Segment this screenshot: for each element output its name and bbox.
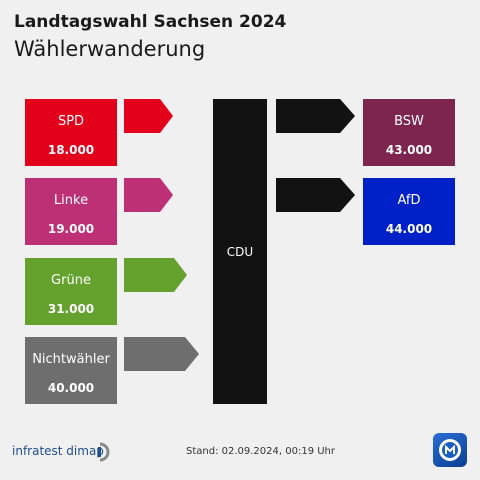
flow-arrow-afd	[276, 178, 355, 212]
source-value: 18.000	[47, 143, 95, 157]
target-value: 43.000	[385, 143, 433, 157]
center-party-bar: CDU	[213, 99, 267, 404]
source-box-linke: Linke 19.000	[25, 178, 117, 245]
flow-arrow-bsw	[276, 99, 355, 133]
flow-arrow-gruene	[124, 258, 187, 292]
source-value: 31.000	[47, 302, 95, 316]
source-value: 40.000	[47, 381, 95, 395]
page-title: Landtagswahl Sachsen 2024	[14, 12, 287, 32]
source-label: Linke	[53, 193, 89, 208]
brand-text: infratest dimap	[12, 444, 104, 458]
target-box-bsw: BSW 43.000	[363, 99, 455, 166]
page-subtitle: Wählerwanderung	[14, 37, 206, 61]
source-box-spd: SPD 18.000	[25, 99, 117, 166]
target-label: AfD	[397, 193, 421, 208]
flow-arrow-spd	[124, 99, 173, 133]
infratest-logo-icon	[98, 442, 110, 462]
flow-arrow-nichtwaehler	[124, 337, 199, 371]
source-box-nichtwaehler: Nichtwähler 40.000	[25, 337, 117, 404]
tagesschau-logo-icon	[433, 433, 467, 467]
timestamp-text: Stand: 02.09.2024, 00:19 Uhr	[186, 446, 336, 457]
center-party-label: CDU	[226, 245, 254, 259]
target-label: BSW	[394, 114, 424, 129]
source-label: SPD	[57, 114, 85, 129]
source-label: Grüne	[51, 273, 91, 288]
target-box-afd: AfD 44.000	[363, 178, 455, 245]
source-label: Nichtwähler	[32, 352, 110, 367]
target-value: 44.000	[385, 222, 433, 236]
flow-arrow-linke	[124, 178, 173, 212]
source-box-gruene: Grüne 31.000	[25, 258, 117, 325]
source-value: 19.000	[47, 222, 95, 236]
